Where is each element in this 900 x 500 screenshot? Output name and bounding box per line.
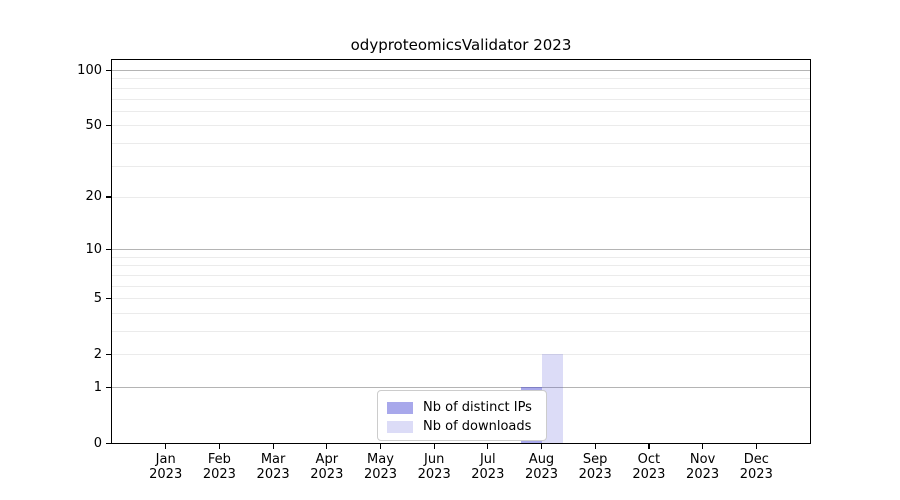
y-tick-50 <box>106 124 111 126</box>
minor-gridline-50 <box>112 125 810 127</box>
x-tick-label-feb: Feb 2023 <box>202 452 236 482</box>
x-tick-mar <box>272 444 274 449</box>
minor-gridline-40 <box>112 142 810 144</box>
legend: Nb of distinct IPs Nb of downloads <box>377 390 547 441</box>
x-tick-label-jan: Jan 2023 <box>149 452 183 482</box>
y-tick-label-5: 5 <box>93 290 102 306</box>
legend-label-downloads: Nb of downloads <box>423 419 532 434</box>
x-tick-label-oct: Oct 2023 <box>632 452 666 482</box>
x-tick-jul <box>487 444 489 449</box>
y-tick-label-10: 10 <box>85 241 102 257</box>
y-tick-2 <box>106 353 111 355</box>
x-tick-label-jun: Jun 2023 <box>417 452 451 482</box>
x-tick-aug <box>540 444 543 449</box>
y-tick-label-20: 20 <box>85 189 102 205</box>
minor-gridline-80 <box>112 87 810 89</box>
x-tick-feb <box>218 444 221 449</box>
y-tick-label-2: 2 <box>93 346 102 362</box>
y-tick-0 <box>106 442 111 444</box>
chart-title: odyproteomicsValidator 2023 <box>350 36 572 54</box>
minor-gridline-9 <box>112 256 810 258</box>
y-tick-5 <box>106 297 111 299</box>
y-tick-1 <box>106 386 111 388</box>
y-tick-label-1: 1 <box>93 379 102 395</box>
legend-label-distinct-ips: Nb of distinct IPs <box>423 400 532 415</box>
legend-swatch-distinct-ips <box>387 401 413 414</box>
minor-gridline-60 <box>112 110 810 112</box>
minor-gridline-6 <box>112 285 810 287</box>
y-tick-10 <box>106 248 111 250</box>
x-tick-label-may: May 2023 <box>363 452 398 482</box>
minor-gridline-3 <box>112 331 810 332</box>
minor-gridline-2 <box>112 354 810 356</box>
x-tick-label-aug: Aug 2023 <box>524 452 559 482</box>
legend-item-distinct-ips: Nb of distinct IPs <box>387 398 537 417</box>
legend-swatch-downloads <box>387 420 413 433</box>
x-tick-nov <box>702 444 704 449</box>
minor-gridline-30 <box>112 165 810 167</box>
minor-gridline-70 <box>112 98 810 100</box>
x-tick-label-nov: Nov 2023 <box>686 452 720 482</box>
major-gridline-10 <box>112 249 810 251</box>
minor-gridline-5 <box>112 298 810 300</box>
y-tick-label-50: 50 <box>85 117 102 133</box>
minor-gridline-20 <box>112 196 810 198</box>
x-tick-jan <box>165 444 167 449</box>
x-tick-dec <box>755 444 757 449</box>
x-tick-label-jul: Jul 2023 <box>471 452 505 482</box>
x-tick-may <box>379 444 382 449</box>
x-tick-oct <box>648 444 650 449</box>
major-gridline-1 <box>112 387 810 388</box>
minor-gridline-8 <box>112 265 810 267</box>
x-tick-label-apr: Apr 2023 <box>310 452 344 482</box>
major-gridline-100 <box>112 70 810 71</box>
y-tick-20 <box>106 196 111 198</box>
minor-gridline-4 <box>112 312 810 314</box>
plot-area: 0 1 2 5 10 20 50 100 Jan 2023 Feb 2023 Mar 2023 Ap… <box>77 59 811 482</box>
minor-gridline-7 <box>112 274 810 276</box>
x-tick-jun <box>433 444 435 449</box>
x-tick-label-sep: Sep 2023 <box>578 452 612 482</box>
y-tick-100 <box>106 69 111 71</box>
x-tick-sep <box>594 444 596 449</box>
minor-gridline-90 <box>112 78 810 80</box>
x-tick-label-mar: Mar 2023 <box>256 452 290 482</box>
x-tick-label-dec: Dec 2023 <box>739 452 773 482</box>
y-tick-label-0: 0 <box>93 435 102 451</box>
y-tick-label-100: 100 <box>77 62 102 78</box>
x-tick-apr <box>326 444 328 449</box>
legend-item-downloads: Nb of downloads <box>387 417 537 436</box>
